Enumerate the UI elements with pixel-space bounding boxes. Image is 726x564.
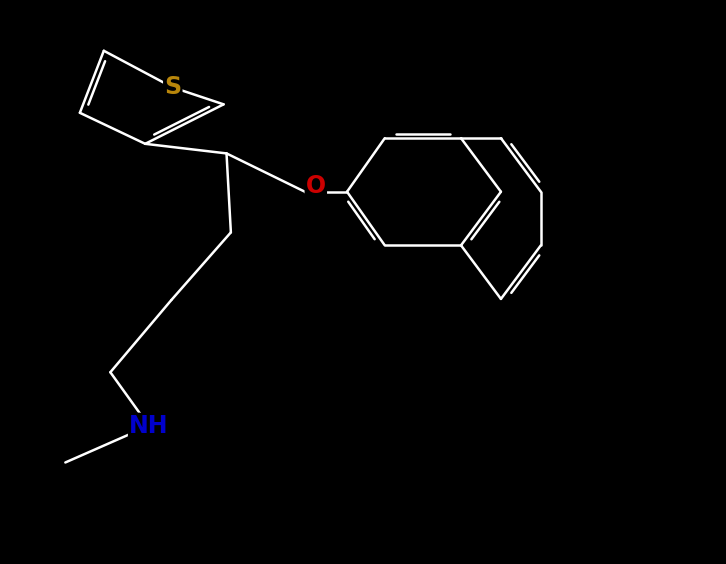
Text: O: O [306,174,326,198]
Text: S: S [164,76,182,99]
Text: NH: NH [129,414,168,438]
